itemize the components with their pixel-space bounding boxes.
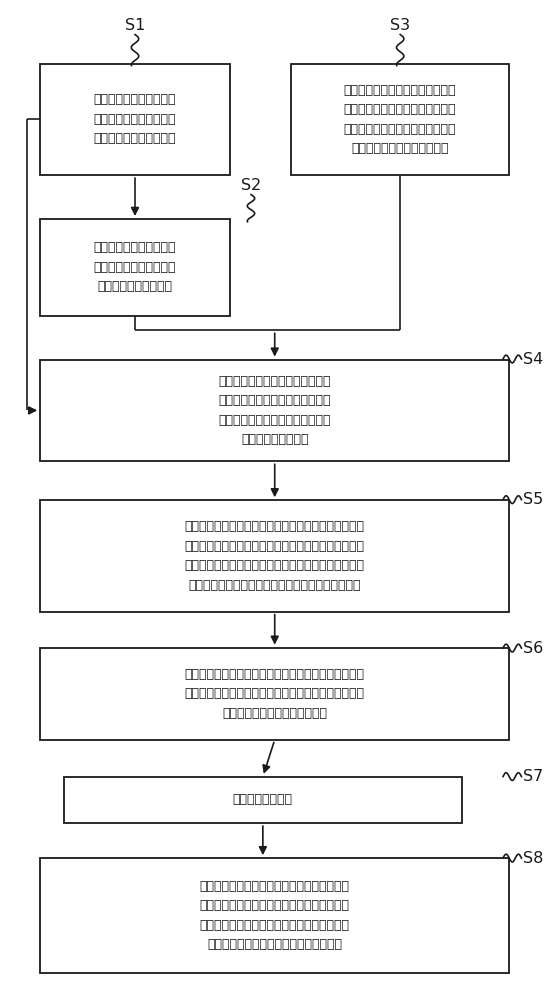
- Text: S6: S6: [523, 641, 543, 656]
- FancyBboxPatch shape: [291, 64, 509, 175]
- Text: S4: S4: [523, 352, 543, 367]
- Text: S7: S7: [523, 769, 543, 784]
- Text: S3: S3: [390, 18, 410, 33]
- Text: S5: S5: [523, 492, 543, 507]
- FancyBboxPatch shape: [40, 648, 509, 740]
- Text: 追踪车辆行驶轨迹: 追踪车辆行驶轨迹: [233, 793, 293, 806]
- Text: 根据所述事故点的经纬度坐标，获取所述事故点在事故
发生时的天气状况，并将该次事故的类型与在该次事故
发生时所述事故点的天气状况进行关联，得到所述事故
点在该次事: 根据所述事故点的经纬度坐标，获取所述事故点在事故 发生时的天气状况，并将该次事故…: [185, 520, 365, 592]
- FancyBboxPatch shape: [40, 219, 230, 316]
- Text: 在所述车辆到达目标公路上的任一事故点之前
，获取该事故点的当前天气状况，并向所述车
辆推送包含有该事故点的与该当前天气状况关
联度最高的事故类型的交通事故预警信: 在所述车辆到达目标公路上的任一事故点之前 ，获取该事故点的当前天气状况，并向所述…: [200, 880, 350, 951]
- Text: 从所述地图中提取出目标
公路的路径图，并确定所
述路径图的比例尺参数: 从所述地图中提取出目标 公路的路径图，并确定所 述路径图的比例尺参数: [94, 241, 176, 293]
- Text: S2: S2: [241, 178, 261, 193]
- FancyBboxPatch shape: [40, 360, 509, 461]
- FancyBboxPatch shape: [40, 500, 509, 612]
- FancyBboxPatch shape: [40, 858, 509, 973]
- FancyBboxPatch shape: [64, 777, 462, 823]
- Text: S1: S1: [125, 18, 145, 33]
- Text: 获取包括目标公路的地图
，所述地图包括所述地图
中的每个点的经纬度坐标: 获取包括目标公路的地图 ，所述地图包括所述地图 中的每个点的经纬度坐标: [94, 93, 176, 145]
- Text: 对所述事故点在多次事故中的关联关系进行天气状况与
事故类型之间的关联度分析，判断所述事故点的与不同
天气状况关联度最高的事故类型: 对所述事故点在多次事故中的关联关系进行天气状况与 事故类型之间的关联度分析，判断…: [185, 668, 365, 720]
- Text: 接收交通事故报警信息，所述交通
事故报警信息包括事故点与地标之
间的距离数据，所述事故点和所述
地标均位于目标公路的路径上: 接收交通事故报警信息，所述交通 事故报警信息包括事故点与地标之 间的距离数据，所…: [344, 84, 456, 155]
- Text: 根据所述地标的经纬度坐标、所述
路径图的比例尺参数和所述事故点
与地标之间的距离数据，计算所述
事故点的经纬度坐标: 根据所述地标的经纬度坐标、所述 路径图的比例尺参数和所述事故点 与地标之间的距离…: [219, 375, 331, 446]
- Text: S8: S8: [523, 851, 543, 866]
- FancyBboxPatch shape: [40, 64, 230, 175]
